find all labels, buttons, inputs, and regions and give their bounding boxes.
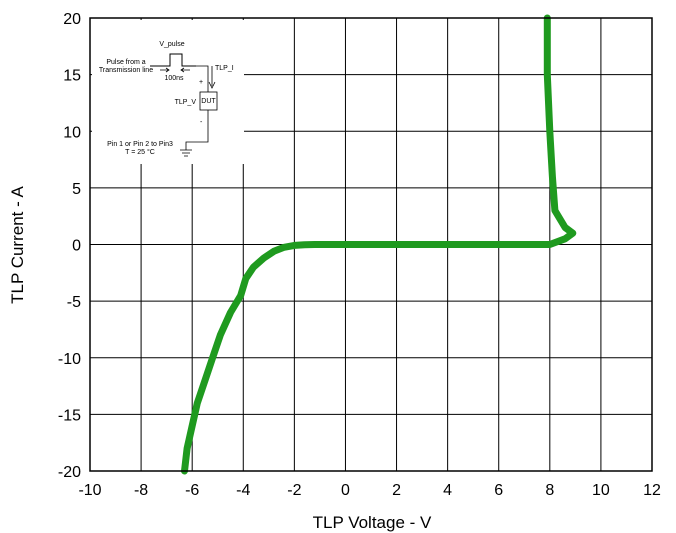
inset-plus-label: + (199, 79, 203, 86)
inset-pulse-waveform-icon (150, 53, 196, 67)
inset-dut-label: DUT (201, 98, 216, 105)
inset-dut-box (199, 91, 218, 111)
y-tick-label: 5 (72, 181, 81, 198)
inset-v-pulse-label: V_pulse (159, 41, 184, 48)
inset-tlp-i-label: TLP_I (215, 65, 234, 72)
inset-wire (185, 65, 209, 150)
inset-current-arrow-icon (208, 66, 216, 89)
y-tick-label: 20 (63, 11, 81, 28)
x-tick-label: 12 (643, 482, 661, 499)
y-tick-labels: -20 -15 -10 -5 0 5 10 15 20 (58, 11, 81, 481)
tlp-test-circuit-inset: V_pulse Pulse from a Transmission line 1… (92, 20, 244, 164)
x-tick-label: -2 (287, 482, 301, 499)
y-tick-label: 0 (72, 238, 81, 255)
inset-pulse-width-label: 100ns (164, 75, 184, 82)
inset-pulse-source-line2: Transmission line (99, 67, 153, 74)
inset-temperature-label: T = 25 °C (125, 148, 155, 156)
y-tick-label: -10 (58, 351, 81, 368)
plot-frame (89, 17, 653, 472)
x-tick-label: 10 (592, 482, 610, 499)
inset-tlp-v-label: TLP_V (175, 99, 197, 106)
y-tick-label: 10 (63, 124, 81, 141)
y-tick-label: -5 (67, 294, 81, 311)
y-tick-label: -20 (58, 464, 81, 481)
x-tick-labels: -10 -8 -6 -4 -2 0 2 4 6 8 10 12 (78, 482, 661, 499)
data-layer (181, 14, 577, 475)
x-tick-label: 6 (494, 482, 503, 499)
y-tick-label: -15 (58, 407, 81, 424)
inset-ground-icon (180, 149, 192, 157)
inset-width-arrows-icon (160, 67, 190, 73)
x-tick-label: 0 (341, 482, 350, 499)
inset-pulse-source-line1: Pulse from a (106, 59, 145, 66)
inset-background (92, 20, 244, 164)
y-tick-label: 15 (63, 68, 81, 85)
tlp-iv-curve (181, 14, 577, 475)
inset-pins-label: Pin 1 or Pin 2 to Pin3 (107, 141, 173, 148)
inset-minus-label: - (200, 119, 203, 126)
x-tick-label: -4 (236, 482, 250, 499)
x-tick-label: 2 (392, 482, 401, 499)
x-axis-label: TLP Voltage - V (313, 513, 432, 532)
x-tick-label: -6 (185, 482, 199, 499)
x-tick-label: -8 (134, 482, 148, 499)
x-tick-label: 8 (545, 482, 554, 499)
x-tick-label: -10 (78, 482, 101, 499)
y-axis-label: TLP Current - A (8, 185, 27, 303)
x-tick-label: 4 (443, 482, 452, 499)
